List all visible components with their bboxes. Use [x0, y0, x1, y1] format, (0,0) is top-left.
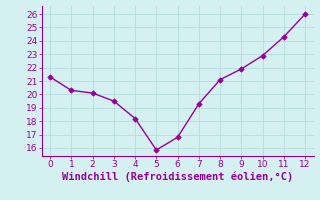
X-axis label: Windchill (Refroidissement éolien,°C): Windchill (Refroidissement éolien,°C) [62, 172, 293, 182]
